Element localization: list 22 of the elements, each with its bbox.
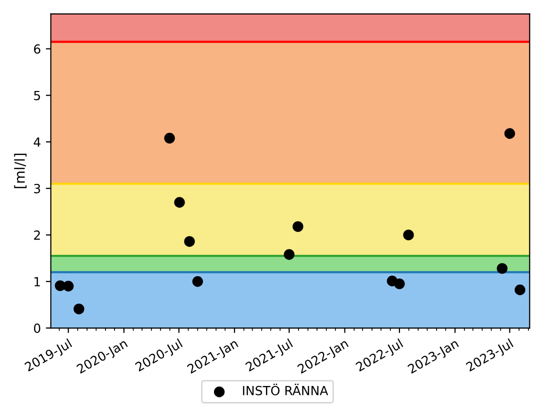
y-tick-label: 3 [34,184,40,194]
point [74,304,84,314]
point [504,128,516,139]
point [184,236,195,247]
point [292,221,304,232]
point [394,278,405,290]
point [514,284,526,296]
y-axis-title: [ml/l] [14,154,27,188]
y-tick-label: 2 [34,230,40,240]
y-tick-label: 0 [34,323,40,333]
legend-label: INSTÖ RÄNNA [243,384,328,396]
point [192,276,203,287]
point [164,132,175,144]
point [284,249,295,260]
point [403,230,414,240]
y-tick-label: 6 [34,44,40,54]
y-tick-label: 1 [34,277,40,286]
y-tick-label: 5 [34,90,40,100]
y-tick-label: 4 [34,138,40,147]
point [496,263,508,274]
point [174,197,185,208]
point [62,280,74,292]
